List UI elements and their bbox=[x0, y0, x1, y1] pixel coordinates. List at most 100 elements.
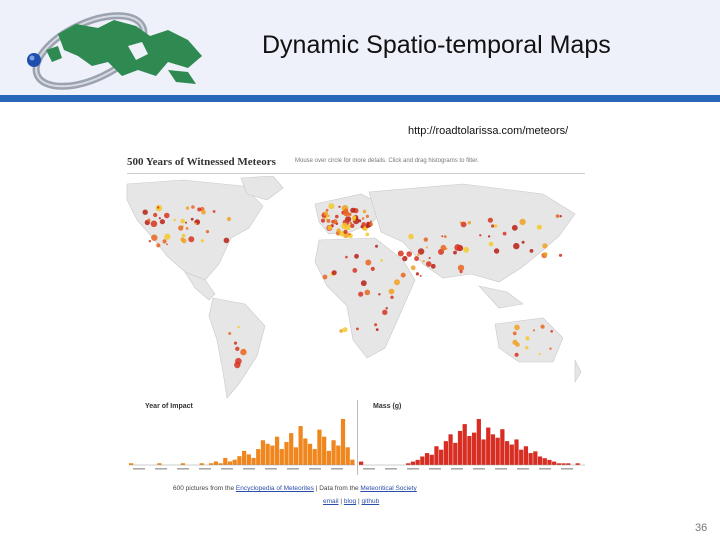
meteor-point[interactable] bbox=[205, 230, 210, 234]
meteor-point[interactable] bbox=[440, 244, 447, 251]
histogram-bar[interactable] bbox=[289, 433, 294, 465]
meteor-point[interactable] bbox=[380, 259, 383, 262]
meteor-point[interactable] bbox=[388, 288, 395, 295]
meteor-point[interactable] bbox=[365, 224, 370, 229]
meteor-point[interactable] bbox=[487, 235, 491, 238]
meteor-point[interactable] bbox=[191, 205, 195, 209]
meteor-point[interactable] bbox=[349, 221, 353, 225]
year-histogram[interactable] bbox=[129, 415, 355, 475]
histogram-bar[interactable] bbox=[537, 456, 543, 465]
meteor-point[interactable] bbox=[156, 243, 161, 248]
histogram-bar[interactable] bbox=[209, 463, 214, 465]
meteor-point[interactable] bbox=[158, 217, 161, 220]
histogram-bar[interactable] bbox=[547, 459, 552, 465]
meteor-point[interactable] bbox=[414, 256, 420, 262]
meteor-point[interactable] bbox=[410, 265, 416, 271]
meteoritical-society-link[interactable]: Meteoritical Society bbox=[360, 485, 417, 492]
meteor-point[interactable] bbox=[361, 217, 365, 220]
meteor-point[interactable] bbox=[339, 230, 345, 237]
meteor-point[interactable] bbox=[360, 225, 364, 229]
blog-link[interactable]: blog bbox=[343, 498, 357, 505]
meteor-point[interactable] bbox=[336, 228, 341, 233]
histogram-bar[interactable] bbox=[284, 442, 289, 465]
meteor-point[interactable] bbox=[430, 263, 436, 269]
histogram-bar[interactable] bbox=[500, 429, 505, 465]
meteor-point[interactable] bbox=[200, 239, 204, 243]
histogram-bar[interactable] bbox=[331, 440, 336, 465]
histogram-bar[interactable] bbox=[533, 451, 538, 465]
meteor-point[interactable] bbox=[322, 274, 328, 280]
meteor-point[interactable] bbox=[529, 249, 534, 253]
histogram-bar[interactable] bbox=[429, 454, 434, 465]
meteor-point[interactable] bbox=[425, 246, 428, 249]
histogram-bar[interactable] bbox=[472, 432, 477, 465]
meteor-point[interactable] bbox=[328, 203, 335, 210]
histogram-bar[interactable] bbox=[242, 450, 247, 465]
meteor-point[interactable] bbox=[479, 234, 482, 237]
meteor-point[interactable] bbox=[237, 326, 240, 329]
email-link[interactable]: email bbox=[323, 498, 339, 505]
meteor-point[interactable] bbox=[235, 357, 242, 365]
histogram-bar[interactable] bbox=[223, 457, 228, 465]
histogram-bar[interactable] bbox=[542, 458, 547, 465]
meteor-point[interactable] bbox=[540, 324, 545, 329]
histogram-bar[interactable] bbox=[312, 449, 317, 465]
world-map[interactable] bbox=[123, 176, 588, 406]
github-link[interactable]: github bbox=[361, 498, 380, 505]
histogram-bar[interactable] bbox=[317, 429, 322, 465]
meteor-point[interactable] bbox=[487, 217, 493, 223]
histogram-bar[interactable] bbox=[566, 463, 571, 465]
histogram-bar[interactable] bbox=[251, 457, 256, 465]
meteor-point[interactable] bbox=[320, 218, 326, 223]
histogram-bar[interactable] bbox=[410, 461, 416, 465]
meteor-point[interactable] bbox=[185, 206, 190, 210]
histogram-bar[interactable] bbox=[439, 449, 444, 465]
meteor-point[interactable] bbox=[228, 332, 232, 335]
histogram-bar[interactable] bbox=[232, 459, 237, 465]
meteor-point[interactable] bbox=[178, 225, 184, 231]
histogram-bar[interactable] bbox=[237, 456, 242, 465]
histogram-bar[interactable] bbox=[528, 453, 533, 465]
histogram-bar[interactable] bbox=[424, 453, 430, 465]
histogram-bar[interactable] bbox=[552, 461, 557, 465]
histogram-bar[interactable] bbox=[303, 438, 308, 465]
histogram-bar[interactable] bbox=[443, 441, 448, 465]
histogram-bar[interactable] bbox=[415, 459, 420, 465]
meteor-point[interactable] bbox=[428, 257, 431, 259]
meteor-point[interactable] bbox=[519, 218, 526, 226]
meteor-point[interactable] bbox=[185, 227, 189, 230]
meteor-point[interactable] bbox=[375, 244, 378, 248]
meteor-point[interactable] bbox=[441, 235, 444, 238]
meteor-point[interactable] bbox=[159, 219, 165, 225]
histogram-bar[interactable] bbox=[218, 463, 223, 465]
histogram-bar[interactable] bbox=[561, 463, 566, 465]
meteor-point[interactable] bbox=[521, 240, 525, 244]
meteor-point[interactable] bbox=[467, 221, 471, 225]
histogram-bar[interactable] bbox=[509, 444, 514, 465]
meteor-point[interactable] bbox=[493, 248, 500, 254]
meteor-point[interactable] bbox=[358, 219, 362, 223]
meteor-point[interactable] bbox=[240, 348, 247, 356]
meteor-point[interactable] bbox=[148, 240, 152, 243]
mass-histogram[interactable] bbox=[359, 415, 585, 475]
histogram-bar[interactable] bbox=[406, 463, 411, 465]
histogram-bar[interactable] bbox=[340, 419, 346, 465]
meteor-point[interactable] bbox=[150, 220, 158, 228]
meteor-point[interactable] bbox=[323, 211, 328, 216]
meteor-point[interactable] bbox=[365, 232, 370, 237]
histogram-bar[interactable] bbox=[495, 437, 500, 465]
histogram-bar[interactable] bbox=[293, 447, 299, 465]
histogram-bar[interactable] bbox=[260, 440, 266, 465]
meteor-point[interactable] bbox=[406, 251, 413, 257]
meteor-point[interactable] bbox=[444, 235, 447, 238]
meteor-point[interactable] bbox=[151, 234, 158, 241]
encyclopedia-link[interactable]: Encyclopedia of Meteorites bbox=[235, 485, 314, 492]
meteor-point[interactable] bbox=[558, 253, 563, 257]
histogram-bar[interactable] bbox=[467, 436, 472, 465]
histogram-bar[interactable] bbox=[462, 424, 467, 465]
histogram-bar[interactable] bbox=[359, 461, 364, 465]
meteor-point[interactable] bbox=[550, 330, 553, 333]
meteor-point[interactable] bbox=[514, 352, 519, 357]
meteor-point[interactable] bbox=[402, 255, 408, 262]
meteor-point[interactable] bbox=[513, 242, 520, 250]
